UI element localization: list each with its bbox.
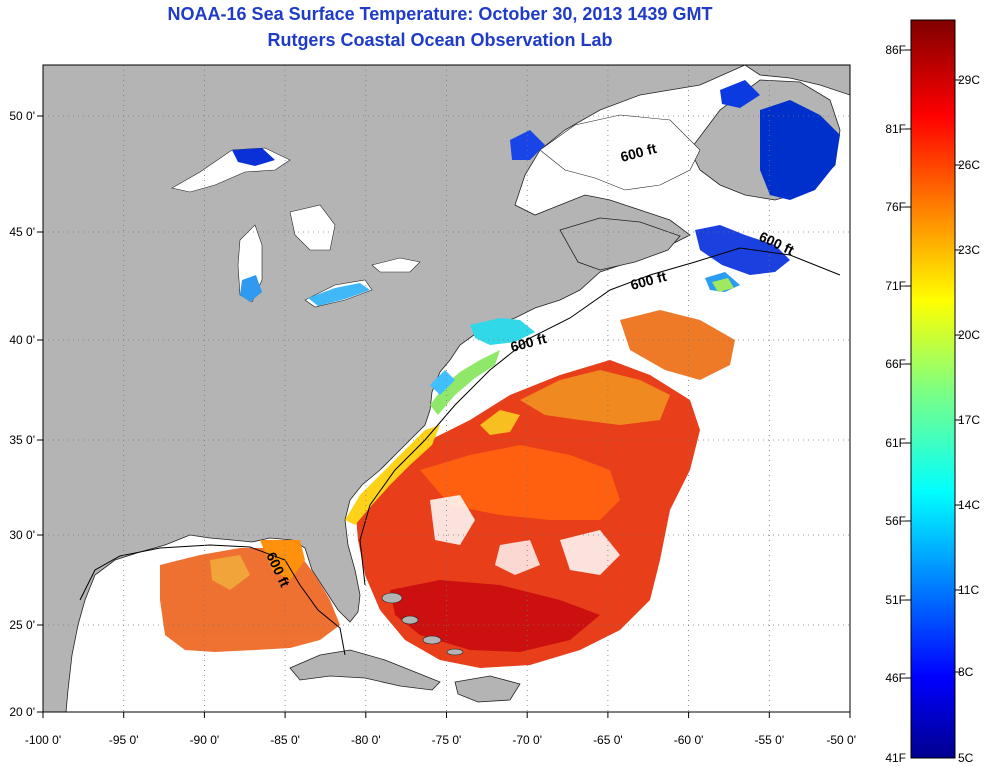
lon-tick-label: -70 0' — [512, 733, 542, 747]
bahamas-islands — [381, 592, 464, 656]
lon-tick-label: -80 0' — [351, 733, 381, 747]
hispaniola-land — [454, 675, 521, 703]
lat-tick-label: 40 0' — [9, 333, 35, 347]
lat-tick-label: 30 0' — [9, 528, 35, 542]
colorbar-c-label: 29C — [958, 73, 980, 87]
colorbar-f-label: 81F — [885, 122, 906, 136]
colorbar-c-label: 11C — [958, 583, 979, 597]
isobath-600ft — [79, 247, 841, 656]
colorbar-f-label: 51F — [885, 593, 906, 607]
sst-atlantic-warm — [355, 310, 735, 668]
lon-tick-label: -55 0' — [754, 733, 784, 747]
colorbar-f-label: 46F — [885, 671, 906, 685]
cuba-land — [289, 649, 441, 691]
lat-tick-label: 35 0' — [9, 433, 35, 447]
colorbar-c-label: 20C — [958, 328, 980, 342]
map-title: NOAA-16 Sea Surface Temperature: October… — [167, 4, 713, 24]
colorbar-f-label: 56F — [885, 514, 906, 528]
lon-tick-label: -50 0' — [826, 733, 856, 747]
lon-tick-label: -65 0' — [593, 733, 623, 747]
sst-north-atlantic-cold — [510, 80, 840, 292]
map-subtitle: Rutgers Coastal Ocean Observation Lab — [267, 30, 613, 50]
lake-ontario — [371, 257, 421, 273]
nova-scotia-land — [559, 217, 681, 271]
lat-tick-label: 25 0' — [9, 618, 35, 632]
colorbar-c-label: 8C — [958, 665, 974, 679]
lon-tick-label: -60 0' — [674, 733, 704, 747]
sst-great-lakes — [232, 148, 370, 306]
lon-tick-label: -85 0' — [270, 733, 300, 747]
sst-coastal-band — [345, 318, 535, 525]
colorbar-c-label: 26C — [958, 158, 980, 172]
lat-tick-label: 20 0' — [9, 705, 35, 719]
gulf-of-st-lawrence — [539, 114, 701, 191]
colorbar-f-label: 76F — [885, 200, 906, 214]
colorbar-c-label: 23C — [958, 243, 980, 257]
colorbar-c-label: 14C — [958, 498, 980, 512]
colorbar-f-label: 86F — [885, 43, 906, 57]
sst-gulf-of-mexico — [160, 540, 340, 652]
lon-axis — [42, 712, 851, 718]
colorbar-c-label: 5C — [958, 751, 974, 765]
lat-tick-label: 50 0' — [9, 109, 35, 123]
labrador-land — [744, 65, 850, 96]
lake-huron — [289, 204, 336, 251]
colorbar-f-label: 71F — [885, 279, 906, 293]
colorbar-ticks — [905, 49, 961, 679]
lon-tick-label: -100 0' — [25, 733, 61, 747]
colorbar-f-label: 66F — [885, 357, 906, 371]
lon-tick-label: -75 0' — [432, 733, 462, 747]
colorbar — [910, 19, 956, 759]
colorbar-f-label: 41F — [885, 751, 906, 765]
lat-tick-label: 45 0' — [9, 225, 35, 239]
colorbar-f-label: 61F — [885, 436, 906, 450]
lat-axis — [37, 115, 43, 713]
lon-tick-label: -95 0' — [109, 733, 139, 747]
colorbar-c-label: 17C — [958, 413, 980, 427]
lon-tick-label: -90 0' — [190, 733, 220, 747]
